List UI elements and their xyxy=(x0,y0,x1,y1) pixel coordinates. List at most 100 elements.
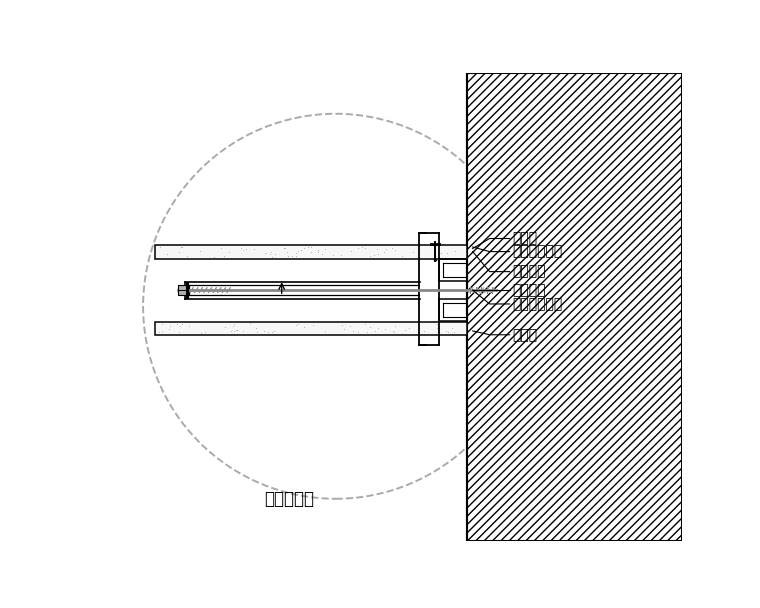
Point xyxy=(160,249,173,258)
Point xyxy=(181,250,193,260)
Point xyxy=(361,327,373,337)
Point xyxy=(292,246,304,255)
Point xyxy=(219,322,231,332)
Point xyxy=(164,321,176,331)
Point xyxy=(236,245,249,255)
Point xyxy=(363,322,375,331)
Text: 膨胀螺栓: 膨胀螺栓 xyxy=(513,283,546,297)
Point xyxy=(156,326,168,336)
Text: 高强度自攻丝: 高强度自攻丝 xyxy=(513,244,563,258)
Point xyxy=(268,249,280,258)
Point xyxy=(431,319,443,328)
Bar xyxy=(154,322,467,335)
Point xyxy=(194,246,206,256)
Point xyxy=(378,247,390,257)
Point xyxy=(218,250,230,260)
Bar xyxy=(154,244,467,258)
Text: 通贯横撑龙骨: 通贯横撑龙骨 xyxy=(513,297,563,311)
Point xyxy=(302,242,314,252)
Point xyxy=(173,327,185,337)
Bar xyxy=(178,286,187,295)
Point xyxy=(327,250,339,260)
Point xyxy=(228,319,240,328)
Point xyxy=(371,244,383,254)
Bar xyxy=(467,73,682,541)
Point xyxy=(413,323,425,333)
Point xyxy=(176,242,188,252)
Point xyxy=(268,326,280,336)
Point xyxy=(389,245,401,255)
Point xyxy=(286,252,298,261)
Point xyxy=(176,319,188,328)
Point xyxy=(305,247,317,257)
Point xyxy=(290,320,302,330)
Point xyxy=(442,327,454,337)
Point xyxy=(372,249,385,258)
Point xyxy=(183,321,195,331)
Point xyxy=(352,243,364,253)
Point xyxy=(195,328,207,337)
Point xyxy=(237,326,249,336)
Point xyxy=(364,250,376,260)
Point xyxy=(448,328,460,337)
Point xyxy=(215,243,227,253)
Point xyxy=(397,250,409,260)
Point xyxy=(199,327,211,337)
Point xyxy=(307,320,319,330)
Point xyxy=(433,326,445,336)
Point xyxy=(449,246,461,255)
Text: 与墙体连接: 与墙体连接 xyxy=(264,490,315,508)
Point xyxy=(174,322,186,331)
Point xyxy=(319,244,331,254)
Point xyxy=(298,243,310,252)
Point xyxy=(252,328,264,337)
Point xyxy=(399,325,411,334)
Point xyxy=(417,326,429,336)
Point xyxy=(440,326,452,336)
Point xyxy=(316,250,328,260)
Point xyxy=(240,244,252,254)
Point xyxy=(223,247,235,257)
Point xyxy=(369,326,381,336)
Point xyxy=(336,320,348,330)
Point xyxy=(429,247,441,257)
Point xyxy=(243,319,255,328)
Point xyxy=(278,243,290,253)
Point xyxy=(231,325,243,334)
Point xyxy=(335,250,347,260)
Point xyxy=(372,323,384,333)
Point xyxy=(429,244,441,254)
Point xyxy=(290,249,302,258)
Point xyxy=(173,247,185,257)
Point xyxy=(261,327,274,337)
Point xyxy=(312,245,324,255)
Point xyxy=(431,323,443,333)
Point xyxy=(312,246,324,255)
Point xyxy=(156,320,168,330)
Point xyxy=(356,243,368,252)
Point xyxy=(249,244,261,254)
Point xyxy=(403,323,415,333)
Point xyxy=(427,244,439,254)
Point xyxy=(445,323,458,333)
Point xyxy=(207,252,220,262)
Text: 石膏板: 石膏板 xyxy=(513,232,538,246)
Point xyxy=(154,242,166,252)
Point xyxy=(344,321,356,331)
Text: 石膏板: 石膏板 xyxy=(513,328,538,342)
Point xyxy=(319,326,331,336)
Point xyxy=(227,326,239,336)
Point xyxy=(260,248,272,258)
Point xyxy=(250,323,262,333)
Point xyxy=(388,322,401,331)
Point xyxy=(265,247,277,257)
Point xyxy=(282,252,294,261)
Point xyxy=(281,247,293,257)
Point xyxy=(388,327,400,337)
Point xyxy=(290,251,302,261)
Point xyxy=(227,322,239,331)
Point xyxy=(305,242,317,252)
Point xyxy=(163,324,175,334)
Point xyxy=(379,324,391,334)
Point xyxy=(264,249,276,259)
